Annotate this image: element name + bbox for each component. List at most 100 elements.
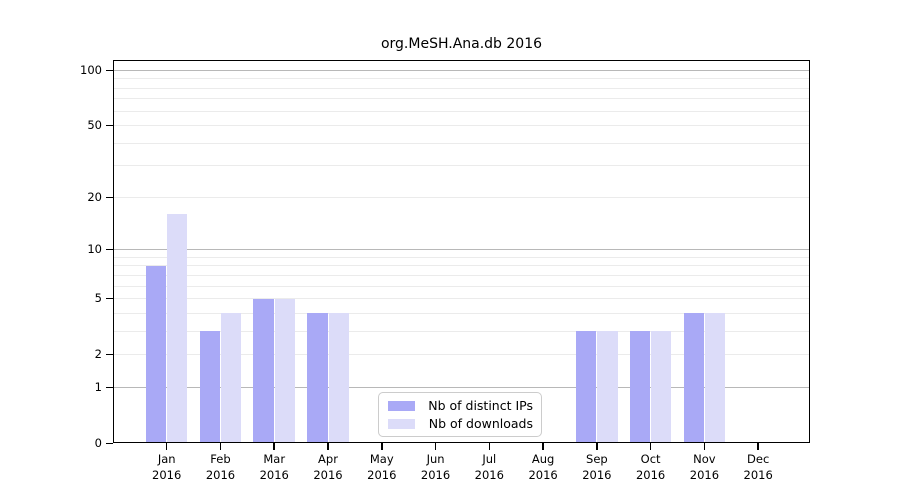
y-tick-100 bbox=[106, 69, 113, 72]
gridline-minor-9 bbox=[113, 256, 810, 258]
bar-nb-of-distinct-ips-feb bbox=[199, 331, 220, 444]
x-tick-label-dec: Dec 2016 bbox=[726, 452, 790, 483]
gridline-minor-30 bbox=[113, 165, 810, 167]
gridline-major-100 bbox=[113, 69, 810, 71]
y-tick-label-20: 20 bbox=[87, 189, 102, 204]
y-tick-label-1: 1 bbox=[94, 379, 102, 394]
bar-nb-of-downloads-apr bbox=[328, 313, 349, 444]
x-tick-jan bbox=[165, 443, 168, 450]
x-tick-label-oct: Oct 2016 bbox=[619, 452, 683, 483]
x-tick-label-mar: Mar 2016 bbox=[242, 452, 306, 483]
x-label-month: Apr bbox=[318, 452, 338, 466]
bar-nb-of-downloads-sep bbox=[597, 331, 618, 444]
x-tick-sep bbox=[596, 443, 598, 450]
gridline-major-10 bbox=[113, 249, 810, 251]
legend-item-downloads: Nb of downloads bbox=[387, 416, 533, 431]
x-tick-nov bbox=[703, 443, 706, 450]
y-tick-10 bbox=[106, 248, 113, 251]
legend-swatch-distinct-ips bbox=[388, 400, 415, 411]
gridline-minor-8 bbox=[113, 265, 810, 267]
y-tick-0 bbox=[106, 442, 113, 445]
bar-nb-of-downloads-oct bbox=[651, 331, 672, 444]
gridline-minor-3 bbox=[113, 330, 810, 332]
x-label-month: Mar bbox=[263, 452, 286, 466]
x-label-year: 2016 bbox=[152, 467, 182, 482]
x-tick-apr bbox=[327, 443, 329, 450]
legend-swatch-downloads bbox=[388, 418, 415, 429]
x-label-year: 2016 bbox=[420, 467, 451, 482]
x-label-month: Feb bbox=[210, 452, 231, 466]
y-tick-label-2: 2 bbox=[94, 347, 102, 362]
gridline-minor-40 bbox=[113, 142, 810, 144]
x-label-year: 2016 bbox=[743, 467, 773, 482]
x-tick-label-nov: Nov 2016 bbox=[672, 452, 736, 483]
bar-nb-of-distinct-ips-sep bbox=[576, 331, 597, 444]
x-tick-jul bbox=[488, 443, 491, 450]
x-label-month: Oct bbox=[640, 452, 661, 466]
x-tick-label-apr: Apr 2016 bbox=[296, 452, 360, 483]
gridline-minor-70 bbox=[113, 98, 810, 100]
x-tick-oct bbox=[649, 443, 652, 450]
gridline-minor-90 bbox=[113, 78, 810, 80]
gridline-minor-5 bbox=[113, 298, 810, 300]
gridline-minor-80 bbox=[113, 87, 810, 89]
gridline-minor-6 bbox=[113, 285, 810, 287]
x-tick-may bbox=[381, 443, 383, 450]
legend-item-distinct-ips: Nb of distinct IPs bbox=[387, 398, 533, 413]
x-label-year: 2016 bbox=[313, 467, 343, 482]
legend-label-downloads: Nb of downloads bbox=[428, 416, 533, 431]
x-tick-label-feb: Feb 2016 bbox=[188, 452, 252, 483]
x-label-year: 2016 bbox=[689, 467, 720, 482]
bar-nb-of-distinct-ips-oct bbox=[629, 331, 651, 444]
x-label-month: Jul bbox=[482, 452, 497, 466]
bar-nb-of-distinct-ips-jan bbox=[145, 265, 167, 444]
y-tick-label-50: 50 bbox=[87, 118, 102, 133]
gridline-minor-20 bbox=[113, 196, 810, 198]
legend-label-distinct-ips: Nb of distinct IPs bbox=[428, 398, 533, 413]
chart-title: org.MeSH.Ana.db 2016 bbox=[380, 36, 543, 52]
bar-nb-of-downloads-jan bbox=[167, 214, 188, 444]
y-tick-2 bbox=[106, 353, 113, 356]
x-tick-mar bbox=[273, 443, 275, 450]
gridline-minor-60 bbox=[113, 110, 810, 112]
x-tick-label-sep: Sep 2016 bbox=[565, 452, 629, 483]
x-label-year: 2016 bbox=[367, 467, 397, 482]
x-tick-label-may: May 2016 bbox=[350, 452, 414, 483]
x-tick-label-jan: Jan 2016 bbox=[135, 452, 199, 483]
legend: Nb of distinct IPs Nb of downloads bbox=[378, 392, 542, 437]
x-tick-label-jun: Jun 2016 bbox=[404, 452, 468, 483]
y-tick-1 bbox=[106, 386, 113, 389]
y-tick-label-5: 5 bbox=[94, 291, 102, 306]
gridline-major-1 bbox=[113, 386, 810, 388]
x-label-month: Jun bbox=[426, 452, 445, 466]
x-label-month: Dec bbox=[747, 452, 770, 466]
x-label-month: May bbox=[369, 452, 394, 466]
bar-nb-of-downloads-nov bbox=[704, 313, 726, 444]
gridline-minor-2 bbox=[113, 354, 810, 356]
bar-nb-of-distinct-ips-apr bbox=[307, 313, 328, 444]
gridline-minor-50 bbox=[113, 125, 810, 127]
y-tick-label-100: 100 bbox=[80, 62, 102, 77]
x-label-year: 2016 bbox=[635, 467, 666, 482]
gridline-minor-4 bbox=[113, 312, 810, 314]
bar-nb-of-distinct-ips-mar bbox=[253, 298, 274, 444]
x-tick-label-aug: Aug 2016 bbox=[511, 452, 575, 483]
y-tick-5 bbox=[106, 297, 113, 300]
x-label-year: 2016 bbox=[259, 467, 289, 482]
bar-nb-of-distinct-ips-nov bbox=[683, 313, 704, 444]
x-label-year: 2016 bbox=[582, 467, 612, 482]
bar-nb-of-downloads-feb bbox=[220, 313, 242, 444]
x-label-month: Jan bbox=[157, 452, 176, 466]
x-tick-jun bbox=[434, 443, 437, 450]
x-tick-label-jul: Jul 2016 bbox=[457, 452, 521, 483]
gridline-minor-7 bbox=[113, 274, 810, 276]
y-tick-label-0: 0 bbox=[94, 435, 102, 450]
x-label-year: 2016 bbox=[474, 467, 504, 482]
x-label-year: 2016 bbox=[205, 467, 236, 482]
x-label-month: Sep bbox=[586, 452, 608, 466]
x-label-month: Aug bbox=[531, 452, 555, 466]
y-tick-20 bbox=[106, 196, 113, 199]
x-tick-dec bbox=[757, 443, 759, 450]
y-tick-label-10: 10 bbox=[87, 242, 102, 257]
